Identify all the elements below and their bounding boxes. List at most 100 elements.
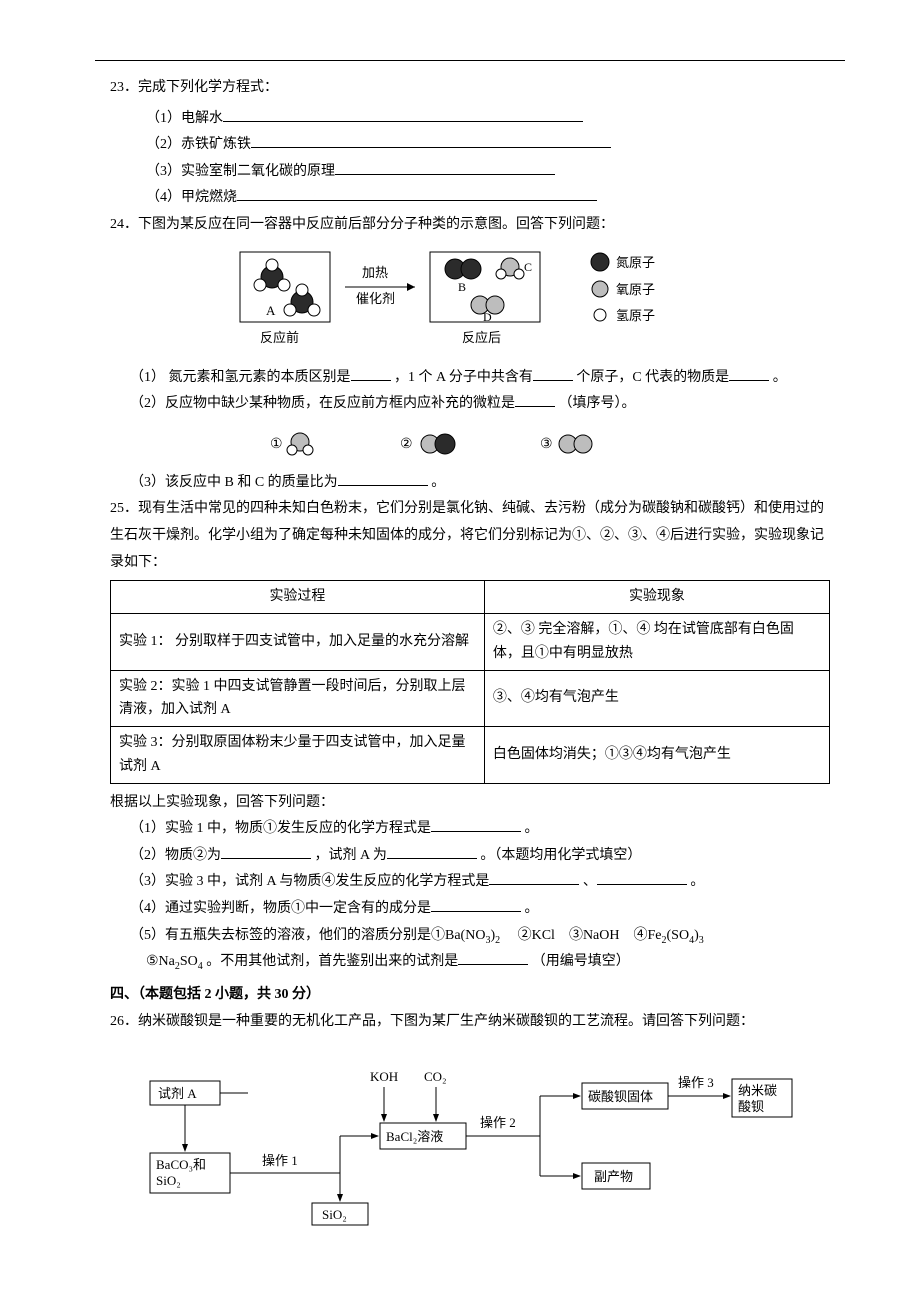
q25-p1-a: （1）实验 1 中，物质①发生反应的化学方程式是 (130, 821, 431, 836)
q24-p1-c: 个原子，C 代表的物质是 (576, 370, 729, 385)
op3-label: 操作 3 (678, 1075, 714, 1090)
co2-label: CO₂ (424, 1069, 447, 1084)
q24-p1-b: ，1 个 A 分子中共含有 (394, 370, 533, 385)
opt3-label: ③ (540, 437, 553, 452)
q24-p2-b: （填序号）。 (559, 396, 636, 411)
top-rule (95, 60, 845, 61)
legend-h: 氢原子 (616, 308, 655, 323)
q25-p3-a: （3）实验 3 中，试剂 A 与物质④发生反应的化学方程式是 (130, 874, 489, 889)
reagentA-label: 试剂 A (158, 1086, 197, 1101)
flowchart-svg: 试剂 A BaCO₃和 SiO₂ 操作 1 SiO₂ KOH CO₂ BaCl₂… (140, 1041, 800, 1231)
label-A: A (266, 303, 276, 318)
q25-p3-b: 、 (583, 874, 597, 889)
blank (597, 870, 687, 885)
q25-p4: （4）通过实验判断，物质①中一定含有的成分是 。 (110, 896, 830, 923)
q23-item-1: （1）电解水 (110, 106, 830, 133)
r1c1: 实验 1： 分别取样于四支试管中，加入足量的水充分溶解 (111, 613, 485, 670)
koh-label: KOH (370, 1069, 398, 1084)
blank (729, 366, 769, 381)
q24-options-svg: ① ② ③ (260, 426, 680, 462)
blank (338, 471, 428, 486)
reaction-diagram-svg: A 反应前 加热 催化剂 B C D 反应后 氮原子 氧原子 氢原子 (210, 247, 730, 357)
bacl2-label: BaCl₂溶液 (386, 1129, 443, 1144)
blank (387, 844, 477, 859)
q25-p5-b: ⑤Na (146, 954, 175, 969)
q24-p1-d: 。 (773, 370, 787, 385)
blank (533, 366, 573, 381)
q23-stem: 23．完成下列化学方程式： (110, 75, 830, 102)
legend-n: 氮原子 (616, 255, 655, 270)
r2c2: ③、④均有气泡产生 (484, 670, 829, 727)
label-D: D (483, 310, 492, 324)
carbonate-label: 碳酸钡固体 (588, 1089, 653, 1104)
q24-stem: 24．下图为某反应在同一容器中反应前后部分分子种类的示意图。回答下列问题： (110, 212, 830, 239)
label-after: 反应后 (462, 330, 501, 345)
q25-stem: 25．现有生活中常见的四种未知白色粉末，它们分别是氯化钠、纯碱、去污粉（成分为碳… (110, 496, 830, 576)
sub: 3 (699, 934, 704, 945)
label-B: B (458, 280, 466, 294)
q23-item-1-label: （1）电解水 (146, 111, 223, 126)
blank (335, 160, 555, 175)
q25-p5-a: （5）有五瓶失去标签的溶液，他们的溶质分别是①Ba(NO (130, 928, 485, 943)
txt: (SO (667, 928, 690, 943)
blank (431, 897, 521, 912)
blank (489, 870, 579, 885)
q25-p4-b: 。 (525, 901, 539, 916)
op1-label: 操作 1 (262, 1153, 298, 1168)
q23-item-3: （3）实验室制二氧化碳的原理 (110, 159, 830, 186)
arrow-bottom-label: 催化剂 (356, 291, 395, 306)
op2-label: 操作 2 (480, 1115, 516, 1130)
blank (431, 817, 521, 832)
blank (515, 392, 555, 407)
th-process: 实验过程 (111, 581, 485, 614)
q23-item-4: （4）甲烷燃烧 (110, 185, 830, 212)
q25-p2: （2）物质②为 ，试剂 A 为 。（本题均用化学式填空） (110, 843, 830, 870)
nano-label1: 纳米碳 (738, 1083, 777, 1098)
q25-p5-c: （用编号填空） (532, 954, 630, 969)
r2c1: 实验 2：实验 1 中四支试管静置一段时间后，分别取上层清液，加入试剂 A (111, 670, 485, 727)
nano-label2: 酸钡 (738, 1099, 764, 1114)
r1c2: ②、③ 完全溶解，①、④ 均在试管底部有白色固体，且①中有明显放热 (484, 613, 829, 670)
q24-diagram: A 反应前 加热 催化剂 B C D 反应后 氮原子 氧原子 氢原子 (110, 247, 830, 357)
sub: 4 (198, 961, 203, 972)
q23-item-2-label: （2）赤铁矿炼铁 (146, 137, 251, 152)
sio2-label: SiO₂ (322, 1207, 347, 1222)
q25-p1-b: 。 (525, 821, 539, 836)
sub: 2 (495, 934, 500, 945)
q25-table: 实验过程 实验现象 实验 1： 分别取样于四支试管中，加入足量的水充分溶解 ②、… (110, 580, 830, 784)
th-result: 实验现象 (484, 581, 829, 614)
q25-p2-b: ，试剂 A 为 (315, 848, 387, 863)
section4-title: 四、（本题包括 2 小题，共 30 分） (110, 982, 830, 1009)
q24-p2: （2）反应物中缺少某种物质，在反应前方框内应补充的微粒是 （填序号）。 (110, 391, 830, 418)
q23-item-4-label: （4）甲烷燃烧 (146, 190, 237, 205)
q24-options: ① ② ③ (110, 426, 830, 462)
blank (223, 107, 583, 122)
opt2-label: ② (400, 437, 413, 452)
baco3-label2: SiO₂ (156, 1173, 181, 1188)
q25-p2-a: （2）物质②为 (130, 848, 221, 863)
q25-p2-c: 。（本题均用化学式填空） (480, 848, 641, 863)
q25-p5-b3: 。不用其他试剂，首先鉴别出来的试剂是 (206, 954, 458, 969)
blank (237, 186, 597, 201)
q24-p3-b: 。 (431, 475, 445, 490)
q25-p3: （3）实验 3 中，试剂 A 与物质④发生反应的化学方程式是 、 。 (110, 869, 830, 896)
label-before: 反应前 (260, 330, 299, 345)
q24-p2-a: （2）反应物中缺少某种物质，在反应前方框内应补充的微粒是 (130, 396, 515, 411)
q24-p1-a: （1） 氮元素和氢元素的本质区别是 (130, 370, 351, 385)
blank (351, 366, 391, 381)
blank (221, 844, 311, 859)
arrow-top-label: 加热 (362, 265, 388, 280)
q26-flowchart: 试剂 A BaCO₃和 SiO₂ 操作 1 SiO₂ KOH CO₂ BaCl₂… (110, 1041, 830, 1231)
q25-p1: （1）实验 1 中，物质①发生反应的化学方程式是 。 (110, 816, 830, 843)
q25-p4-a: （4）通过实验判断，物质①中一定含有的成分是 (130, 901, 431, 916)
label-C: C (524, 260, 532, 274)
q24-p1: （1） 氮元素和氢元素的本质区别是 ，1 个 A 分子中共含有 个原子，C 代表… (110, 365, 830, 392)
q26-stem: 26．纳米碳酸钡是一种重要的无机化工产品，下图为某厂生产纳米碳酸钡的工艺流程。请… (110, 1009, 830, 1036)
q23-item-3-label: （3）实验室制二氧化碳的原理 (146, 164, 335, 179)
q25-p5b: ⑤Na2SO4 。不用其他试剂，首先鉴别出来的试剂是 （用编号填空） (110, 949, 830, 976)
r3c1: 实验 3：分别取原固体粉末少量于四支试管中，加入足量试剂 A (111, 727, 485, 784)
byproduct-label: 副产物 (594, 1169, 633, 1184)
q24-p3-a: （3）该反应中 B 和 C 的质量比为 (130, 475, 338, 490)
q25-p5-a3: ②KCl ③NaOH ④Fe (504, 928, 662, 943)
r3c2: 白色固体均消失；①③④均有气泡产生 (484, 727, 829, 784)
